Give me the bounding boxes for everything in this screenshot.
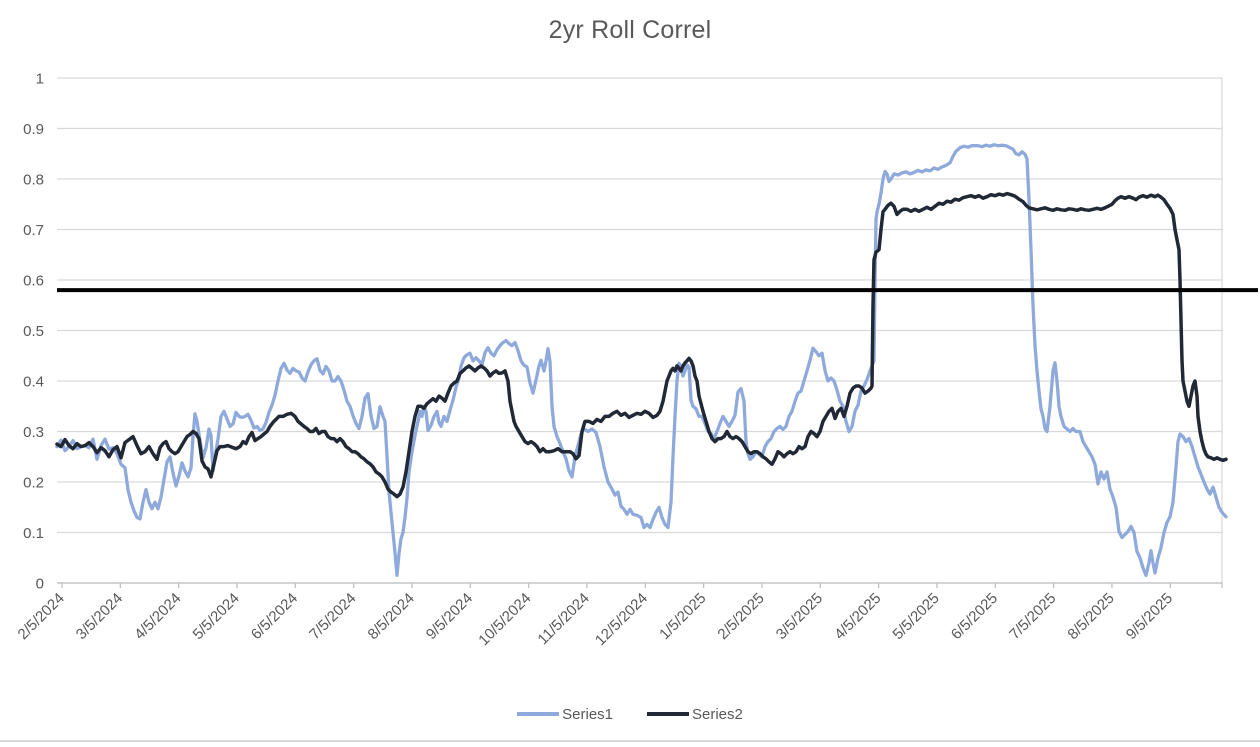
x-tick-label: 9/5/2025 bbox=[1123, 590, 1176, 643]
chart-legend: Series1 Series2 bbox=[0, 701, 1260, 727]
x-tick-label: 3/5/2025 bbox=[773, 590, 826, 643]
bottom-divider bbox=[0, 740, 1260, 742]
x-tick-label: 2/5/2025 bbox=[714, 590, 767, 643]
y-tick-label: 0.2 bbox=[23, 474, 44, 491]
legend-item-series2[interactable]: Series2 bbox=[647, 706, 743, 723]
x-tick-label: 5/5/2025 bbox=[889, 590, 942, 643]
x-tick-label: 5/5/2024 bbox=[190, 590, 243, 643]
y-tick-label: 0.8 bbox=[23, 171, 44, 188]
x-tick-label: 2/5/2024 bbox=[15, 590, 68, 643]
x-tick-label: 7/5/2025 bbox=[1006, 590, 1059, 643]
legend-label-series1: Series1 bbox=[562, 705, 613, 723]
y-tick-label: 0.9 bbox=[23, 121, 44, 138]
y-tick-label: 0 bbox=[36, 575, 44, 592]
legend-label-series2: Series2 bbox=[692, 705, 743, 723]
x-tick-label: 6/5/2025 bbox=[948, 590, 1001, 643]
x-tick-label: 6/5/2024 bbox=[248, 590, 301, 643]
x-tick-label: 4/5/2025 bbox=[831, 590, 884, 643]
x-tick-label: 8/5/2025 bbox=[1064, 590, 1117, 643]
legend-swatch-series1 bbox=[517, 712, 560, 716]
y-tick-label: 0.5 bbox=[23, 323, 44, 340]
y-tick-label: 1 bbox=[36, 70, 44, 87]
series2-line[interactable] bbox=[55, 191, 1228, 499]
y-tick-label: 0.7 bbox=[23, 222, 44, 239]
x-tick-label: 12/5/2024 bbox=[592, 590, 651, 649]
x-tick-label: 9/5/2024 bbox=[423, 590, 476, 643]
y-tick-label: 0.3 bbox=[23, 424, 44, 441]
x-tick-label: 3/5/2024 bbox=[73, 590, 126, 643]
x-tick-label: 10/5/2024 bbox=[475, 590, 534, 649]
series1-line[interactable] bbox=[55, 143, 1228, 578]
x-tick-label: 7/5/2024 bbox=[306, 590, 359, 643]
y-tick-label: 0.1 bbox=[23, 525, 44, 542]
chart-title: 2yr Roll Correl bbox=[548, 16, 712, 44]
x-tick-label: 11/5/2024 bbox=[534, 590, 592, 648]
y-tick-label: 0.6 bbox=[23, 272, 44, 289]
x-tick-label: 8/5/2024 bbox=[364, 590, 417, 643]
x-tick-label: 1/5/2025 bbox=[656, 590, 709, 643]
x-tick-label: 4/5/2024 bbox=[131, 590, 184, 643]
legend-item-series1[interactable]: Series1 bbox=[517, 706, 613, 723]
y-tick-label: 0.4 bbox=[23, 373, 44, 390]
legend-swatch-series2 bbox=[647, 712, 689, 716]
